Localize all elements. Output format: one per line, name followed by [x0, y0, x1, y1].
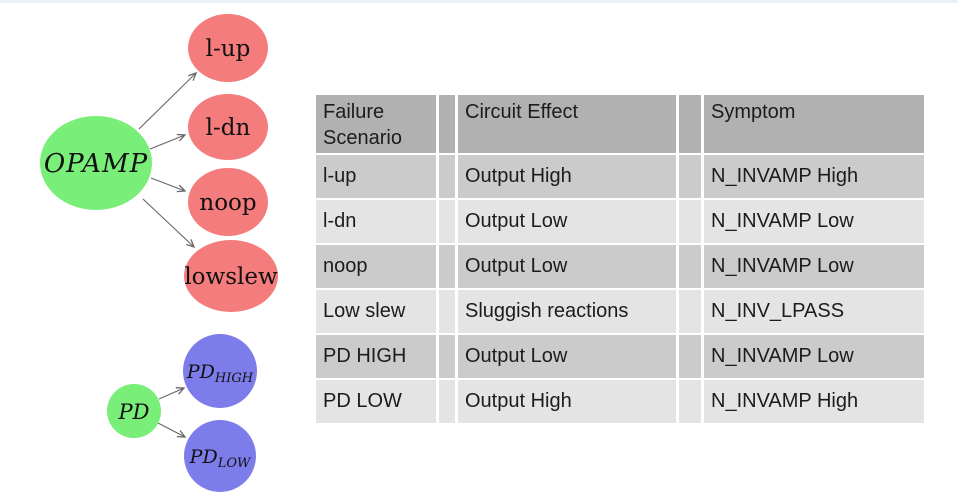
pdhigh-node — [183, 334, 257, 408]
table-cell-scenario: l-dn — [316, 200, 436, 243]
pd-node — [107, 384, 161, 438]
table-cell-symptom: N_INV_LPASS — [704, 290, 924, 333]
table-cell-scenario: PD HIGH — [316, 335, 436, 378]
table-cell-scenario: l-up — [316, 155, 436, 198]
failure-table: Failure Scenario Circuit Effect Symptom … — [316, 95, 924, 423]
table-cell-effect: Output High — [458, 155, 676, 198]
table-cell-effect: Output Low — [458, 200, 676, 243]
table-cell-symptom: N_INVAMP Low — [704, 245, 924, 288]
table-cell-effect: Output High — [458, 380, 676, 423]
ldn-node — [188, 94, 268, 160]
column-header-circuit-effect: Circuit Effect — [458, 95, 676, 153]
table-cell-effect: Output Low — [458, 245, 676, 288]
row-spacer — [439, 200, 455, 243]
lowslew-node-label: lowslew — [184, 264, 278, 290]
table-cell-effect: Output Low — [458, 335, 676, 378]
arrow-pd-to-pdhigh — [158, 388, 184, 400]
row-spacer — [679, 245, 701, 288]
arrow-opamp-to-lup — [138, 73, 196, 130]
row-spacer — [679, 200, 701, 243]
noop-node-label: noop — [199, 190, 256, 216]
opamp-node-label: OPAMP — [44, 149, 148, 179]
table-cell-effect: Sluggish reactions — [458, 290, 676, 333]
table-cell-symptom: N_INVAMP High — [704, 380, 924, 423]
lowslew-node — [184, 240, 278, 312]
table-cell-scenario: PD LOW — [316, 380, 436, 423]
opamp-node — [40, 116, 152, 210]
column-header-failure-scenario: Failure Scenario — [316, 95, 436, 153]
lup-node — [188, 14, 268, 82]
row-spacer — [439, 155, 455, 198]
header-spacer-1 — [439, 95, 455, 153]
row-spacer — [439, 380, 455, 423]
table-cell-scenario: Low slew — [316, 290, 436, 333]
arrow-opamp-to-ldn — [149, 135, 185, 150]
row-spacer — [679, 290, 701, 333]
ldn-node-label: l-dn — [206, 115, 251, 141]
pdlow-node-label: PDLOW — [189, 446, 252, 471]
row-spacer — [439, 290, 455, 333]
arrow-pd-to-pdlow — [157, 422, 185, 437]
fault-tree-diagram: OPAMP l-up l-dn noop lowslew PDHIGH PD P… — [40, 14, 278, 492]
header-spacer-2 — [679, 95, 701, 153]
window-top-edge — [0, 0, 958, 3]
pdhigh-node-label: PDHIGH — [186, 361, 254, 386]
row-spacer — [679, 335, 701, 378]
row-spacer — [679, 155, 701, 198]
pd-node-label: PD — [118, 400, 150, 424]
arrow-opamp-to-noop — [150, 177, 185, 191]
row-spacer — [679, 380, 701, 423]
table-cell-symptom: N_INVAMP High — [704, 155, 924, 198]
lup-node-label: l-up — [206, 36, 251, 62]
pdlow-node — [184, 420, 256, 492]
row-spacer — [439, 335, 455, 378]
table-cell-symptom: N_INVAMP Low — [704, 200, 924, 243]
arrow-opamp-to-lowslew — [142, 198, 194, 247]
pd-tree: PDHIGH PD PDLOW — [107, 334, 257, 492]
opamp-tree: OPAMP l-up l-dn noop lowslew — [40, 14, 278, 312]
table-cell-symptom: N_INVAMP Low — [704, 335, 924, 378]
noop-node — [188, 168, 268, 236]
row-spacer — [439, 245, 455, 288]
column-header-symptom: Symptom — [704, 95, 924, 153]
table-cell-scenario: noop — [316, 245, 436, 288]
